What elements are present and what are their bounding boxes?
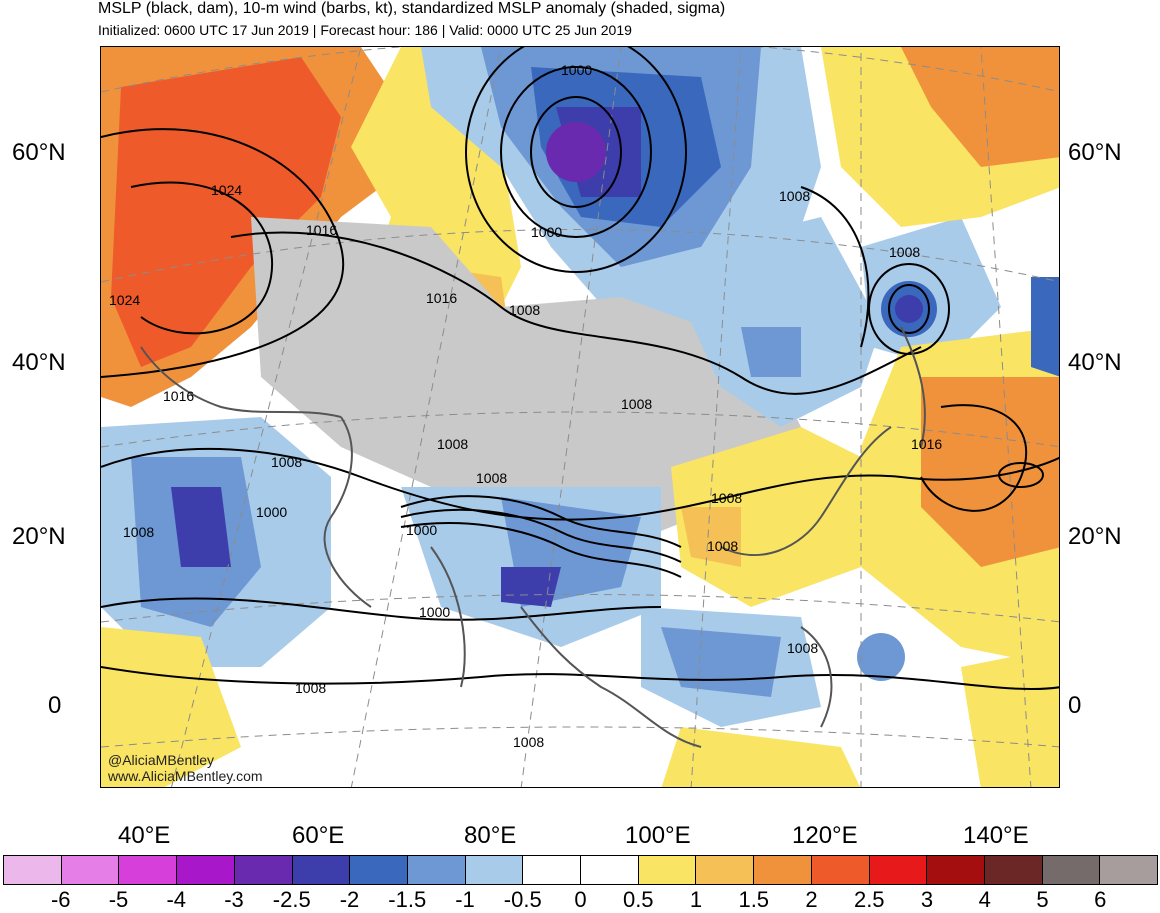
- contour-label: 1024: [211, 182, 242, 198]
- contour-label: 1016: [163, 388, 194, 404]
- colorbar-tick-label: -6: [50, 887, 71, 912]
- lat-label-60n-left: 60°N: [12, 139, 66, 166]
- contour-label: 1008: [271, 454, 302, 470]
- colorbar-tick-label: 4: [978, 887, 991, 912]
- colorbar-swatch: [177, 856, 235, 884]
- colorbar-tick-label: 2.5: [853, 887, 885, 912]
- colorbar-tick-label: -1: [455, 887, 475, 912]
- colorbar-swatch: [581, 856, 639, 884]
- isobars: [101, 47, 1059, 690]
- colorbar-swatch: [927, 856, 985, 884]
- lat-label-60n-right: 60°N: [1068, 139, 1122, 166]
- lon-label-40e: 40°E: [118, 822, 171, 849]
- colorbar-swatch: [523, 856, 582, 884]
- colorbar-swatch: [465, 856, 524, 884]
- lat-label-0-left: 0: [48, 692, 62, 719]
- colorbar-tick-label: 5: [1036, 887, 1049, 912]
- lat-label-40n-right: 40°N: [1068, 349, 1122, 376]
- contour-label: 1000: [406, 522, 437, 538]
- colorbar-tick-label: 3: [920, 887, 934, 912]
- map-title: MSLP (black, dam), 10-m wind (barbs, kt)…: [98, 0, 726, 17]
- contour-label: 1008: [707, 538, 738, 554]
- contour-label: 1016: [306, 222, 337, 238]
- colorbar-tick-label: 6: [1094, 887, 1107, 912]
- colorbar-swatch: [696, 856, 755, 884]
- colorbar-tick-label: -1.5: [388, 887, 427, 912]
- lon-label-100e: 100°E: [625, 822, 691, 849]
- colorbar-swatch: [234, 856, 293, 884]
- contour-label: 1008: [513, 734, 544, 750]
- colorbar-swatch: [119, 856, 178, 884]
- colorbar-swatch: [61, 856, 120, 884]
- colorbar-swatch: [292, 856, 351, 884]
- contour-labels: 1000 1000 1024 1024 1016 1016 1016 1016 …: [109, 62, 942, 750]
- colorbar-tick-label: -2.5: [272, 887, 311, 912]
- colorbar-tick-label: 0.5: [622, 887, 654, 912]
- colorbar-swatch: [4, 856, 62, 884]
- contour-label: 1008: [437, 436, 468, 452]
- lat-label-0-right: 0: [1068, 692, 1082, 719]
- colorbar-tick-label: 0: [574, 887, 587, 912]
- contour-label: 1016: [426, 290, 457, 306]
- contour-label: 1024: [109, 292, 140, 308]
- contour-label: 1008: [711, 490, 742, 506]
- colorbar-swatch: [407, 856, 466, 884]
- colorbar-swatch: [869, 856, 928, 884]
- contour-label: 1008: [787, 640, 818, 656]
- colorbar-tick-label: 1: [689, 887, 703, 912]
- contour-label: 1008: [621, 396, 652, 412]
- colorbar-swatch: [350, 856, 408, 884]
- lon-label-60e: 60°E: [292, 822, 345, 849]
- lon-label-120e: 120°E: [792, 822, 858, 849]
- contour-label: 1000: [256, 504, 287, 520]
- lon-label-140e: 140°E: [963, 822, 1029, 849]
- credit-handle: @AliciaMBentley: [108, 752, 215, 768]
- colorbar-swatch: [1042, 856, 1101, 884]
- credit-website: www.AliciaMBentley.com: [108, 768, 263, 784]
- colorbar-tick-label: -0.5: [503, 887, 542, 912]
- coastlines: [140, 326, 926, 748]
- map-subtitle: Initialized: 0600 UTC 17 Jun 2019 | Fore…: [98, 22, 632, 38]
- contour-label: 1000: [561, 62, 592, 78]
- contour-label: 1008: [889, 244, 920, 260]
- colorbar-swatch: [1100, 856, 1158, 884]
- colorbar-swatch: [811, 856, 870, 884]
- lat-label-20n-right: 20°N: [1068, 523, 1122, 550]
- colorbar-swatch: [754, 856, 812, 884]
- contour-label: 1000: [531, 224, 562, 240]
- lat-label-20n-left: 20°N: [12, 523, 66, 550]
- anomaly-shading: [101, 47, 1059, 787]
- colorbar-tick-label: 1.5: [738, 887, 770, 912]
- graticule: [101, 47, 1059, 787]
- map-panel: 1000 1000 1024 1024 1016 1016 1016 1016 …: [100, 46, 1060, 788]
- colorbar-tick-label: -4: [166, 887, 187, 912]
- colorbar-tick-label: -3: [224, 887, 244, 912]
- contour-label: 1000: [419, 604, 450, 620]
- colorbar-tick-label: -2: [339, 887, 360, 912]
- contour-label: 1008: [779, 188, 810, 204]
- map-canvas: 1000 1000 1024 1024 1016 1016 1016 1016 …: [101, 47, 1059, 787]
- colorbar-swatch: [638, 856, 697, 884]
- lon-label-80e: 80°E: [464, 822, 517, 849]
- colorbar-swatch: [984, 856, 1043, 884]
- lat-label-40n-left: 40°N: [12, 349, 66, 376]
- colorbar: [3, 855, 1158, 885]
- colorbar-tick-label: -5: [108, 887, 129, 912]
- contour-label: 1008: [509, 302, 540, 318]
- colorbar-tick-label: 2: [805, 887, 818, 912]
- contour-label: 1008: [476, 470, 507, 486]
- contour-label: 1008: [123, 524, 154, 540]
- contour-label: 1008: [295, 680, 326, 696]
- contour-label: 1016: [911, 436, 942, 452]
